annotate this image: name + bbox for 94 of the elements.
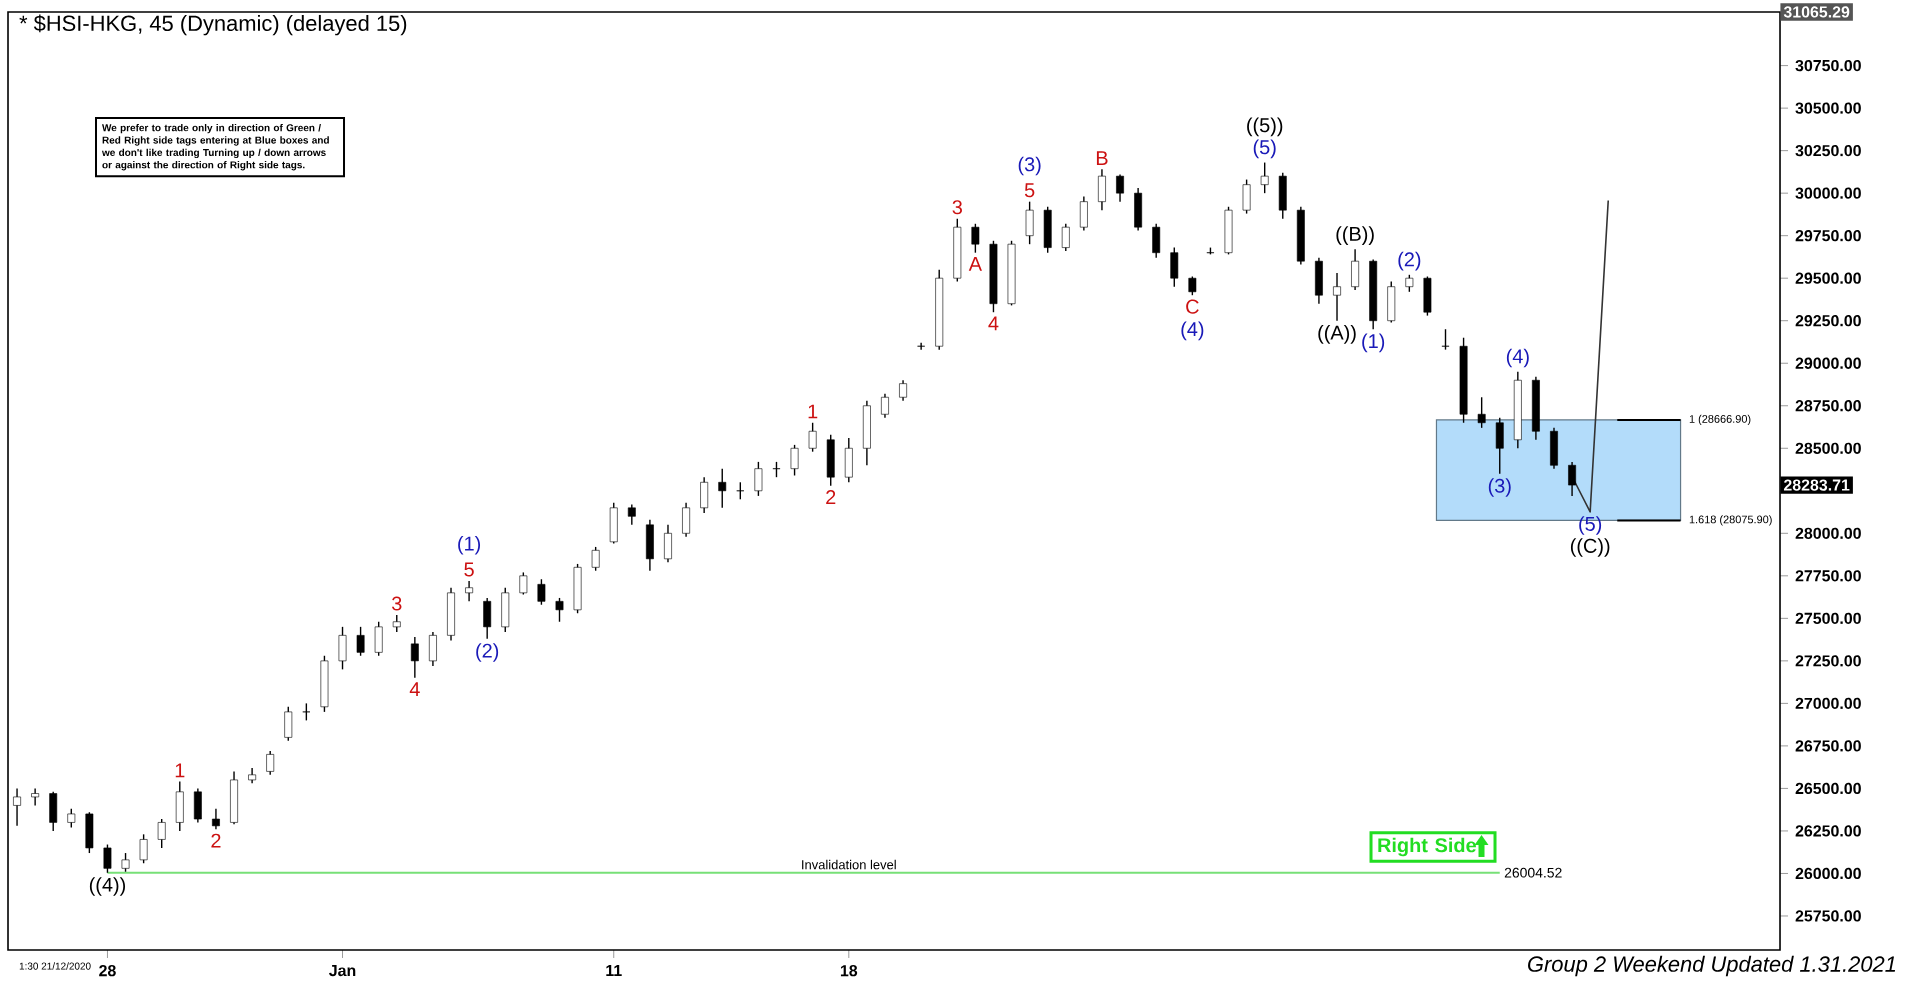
- candlestick: [881, 393, 889, 419]
- candlestick: [139, 833, 148, 864]
- text: 28283.71: [1783, 479, 1850, 491]
- candlestick: [790, 444, 799, 477]
- y-tick-label: 29250.00: [1795, 315, 1861, 327]
- annotation: (3): [1018, 156, 1041, 176]
- ref-line-label: Invalidation level: [802, 859, 896, 870]
- annotation: (5): [1253, 139, 1276, 159]
- ref-line-label: 1 (28666.90): [1689, 414, 1751, 426]
- candlestick: [356, 626, 365, 657]
- annotation: 1: [808, 404, 818, 419]
- candlestick: [591, 546, 600, 572]
- candlestick: [1116, 173, 1124, 203]
- candlestick: [1333, 272, 1341, 322]
- candlestick: [718, 468, 727, 509]
- candlestick: [1477, 396, 1486, 429]
- annotation: B: [1096, 151, 1108, 165]
- y-tick-label: 30000.00: [1795, 187, 1861, 199]
- y-tick-label: 25750.00: [1795, 910, 1861, 922]
- annotation: (1): [458, 535, 481, 555]
- x-tick-label: 28: [99, 965, 116, 977]
- y-tick-label: 27750.00: [1795, 570, 1861, 582]
- y-tick-label: 30500.00: [1795, 102, 1861, 114]
- candlestick: [121, 852, 130, 873]
- y-tick-label: 29000.00: [1795, 357, 1861, 369]
- annotation: 1: [175, 763, 185, 778]
- candlestick: [67, 808, 76, 829]
- annotation: 5: [464, 562, 474, 577]
- annotation: A: [968, 257, 982, 271]
- annotation: ((5)): [1247, 117, 1283, 137]
- annotation: 2: [211, 833, 221, 848]
- y-tick-label: 28750.00: [1795, 400, 1861, 412]
- annotation: 4: [409, 682, 420, 696]
- annotation: ((C)): [1570, 538, 1610, 557]
- chart-title: * $HSI-HKG, 45 (Dynamic) (delayed 15): [19, 14, 407, 36]
- candlestick: [754, 461, 763, 497]
- x-tick-label: 18: [840, 965, 858, 977]
- annotation: ((4)): [89, 877, 126, 896]
- candlestick: [1061, 223, 1070, 252]
- ref-line-label: 1.618 (28075.90): [1689, 515, 1772, 526]
- candlestick: [103, 843, 112, 874]
- candlestick: [555, 597, 564, 623]
- candlestick: [899, 379, 907, 402]
- y-tick-label: 27250.00: [1795, 655, 1861, 667]
- annotation: 2: [826, 490, 836, 505]
- candlestick: [13, 787, 21, 827]
- annotation: C: [1186, 299, 1199, 314]
- candlestick: [808, 422, 817, 453]
- candlestick: [627, 503, 636, 526]
- candlestick: [971, 223, 980, 254]
- text: 1:30 21/12/2020: [19, 962, 91, 970]
- x-tick-label: 11: [606, 965, 622, 977]
- annotation: (4): [1181, 321, 1204, 341]
- candlestick: [1260, 161, 1269, 194]
- y-tick-label: 29750.00: [1795, 230, 1861, 242]
- annotation: 5: [1024, 183, 1035, 198]
- candlestick: [519, 571, 528, 596]
- text: Group 2 Weekend Updated 1.31.2021: [1528, 955, 1896, 977]
- y-tick-label: 28500.00: [1795, 442, 1861, 454]
- annotation: 3: [391, 596, 402, 611]
- candlestick: [266, 750, 275, 776]
- candlestick: [537, 578, 546, 606]
- annotation: 4: [988, 316, 999, 331]
- annotation: Right Side: [1378, 837, 1476, 857]
- y-tick-label: 30250.00: [1795, 145, 1861, 157]
- y-tick-label: 26250.00: [1795, 825, 1861, 837]
- candlestick: [31, 787, 40, 807]
- y-tick-label: 30750.00: [1795, 59, 1861, 72]
- y-tick-label: 26500.00: [1795, 782, 1861, 795]
- annotation: (2): [1398, 251, 1421, 271]
- annotation: ((A)): [1318, 325, 1356, 344]
- annotation: (1): [1362, 333, 1385, 353]
- candlestick: [1188, 275, 1197, 296]
- candlestick: [465, 580, 474, 603]
- candlestick: [212, 808, 220, 830]
- candlestick: [157, 818, 166, 849]
- y-tick-label: 27500.00: [1795, 612, 1861, 625]
- candlestick: [410, 636, 419, 679]
- annotation: (5): [1579, 516, 1602, 535]
- candlestick: [1568, 461, 1576, 497]
- annotation: (3): [1488, 478, 1511, 497]
- annotation: We prefer to trade only in direction of Green / Red Right side tags entering at Blue boxes and we don't like trading Turning up / down arrows or against the direction of Right side tags.: [101, 124, 329, 171]
- annotation: 3: [952, 200, 962, 215]
- annotation: 26004.52: [1504, 867, 1562, 878]
- y-tick-label: 28000.00: [1795, 527, 1861, 539]
- y-tick-label: 26750.00: [1795, 740, 1861, 752]
- text: 31065.29: [1783, 6, 1850, 18]
- y-tick-label: 26000.00: [1795, 867, 1861, 880]
- annotation: ((B)): [1336, 226, 1374, 245]
- annotation: (2): [476, 643, 499, 662]
- y-tick-label: 29500.00: [1795, 272, 1861, 284]
- x-tick-label: Jan: [329, 965, 356, 977]
- annotation: (4): [1506, 348, 1529, 368]
- y-tick-label: 27000.00: [1795, 697, 1861, 710]
